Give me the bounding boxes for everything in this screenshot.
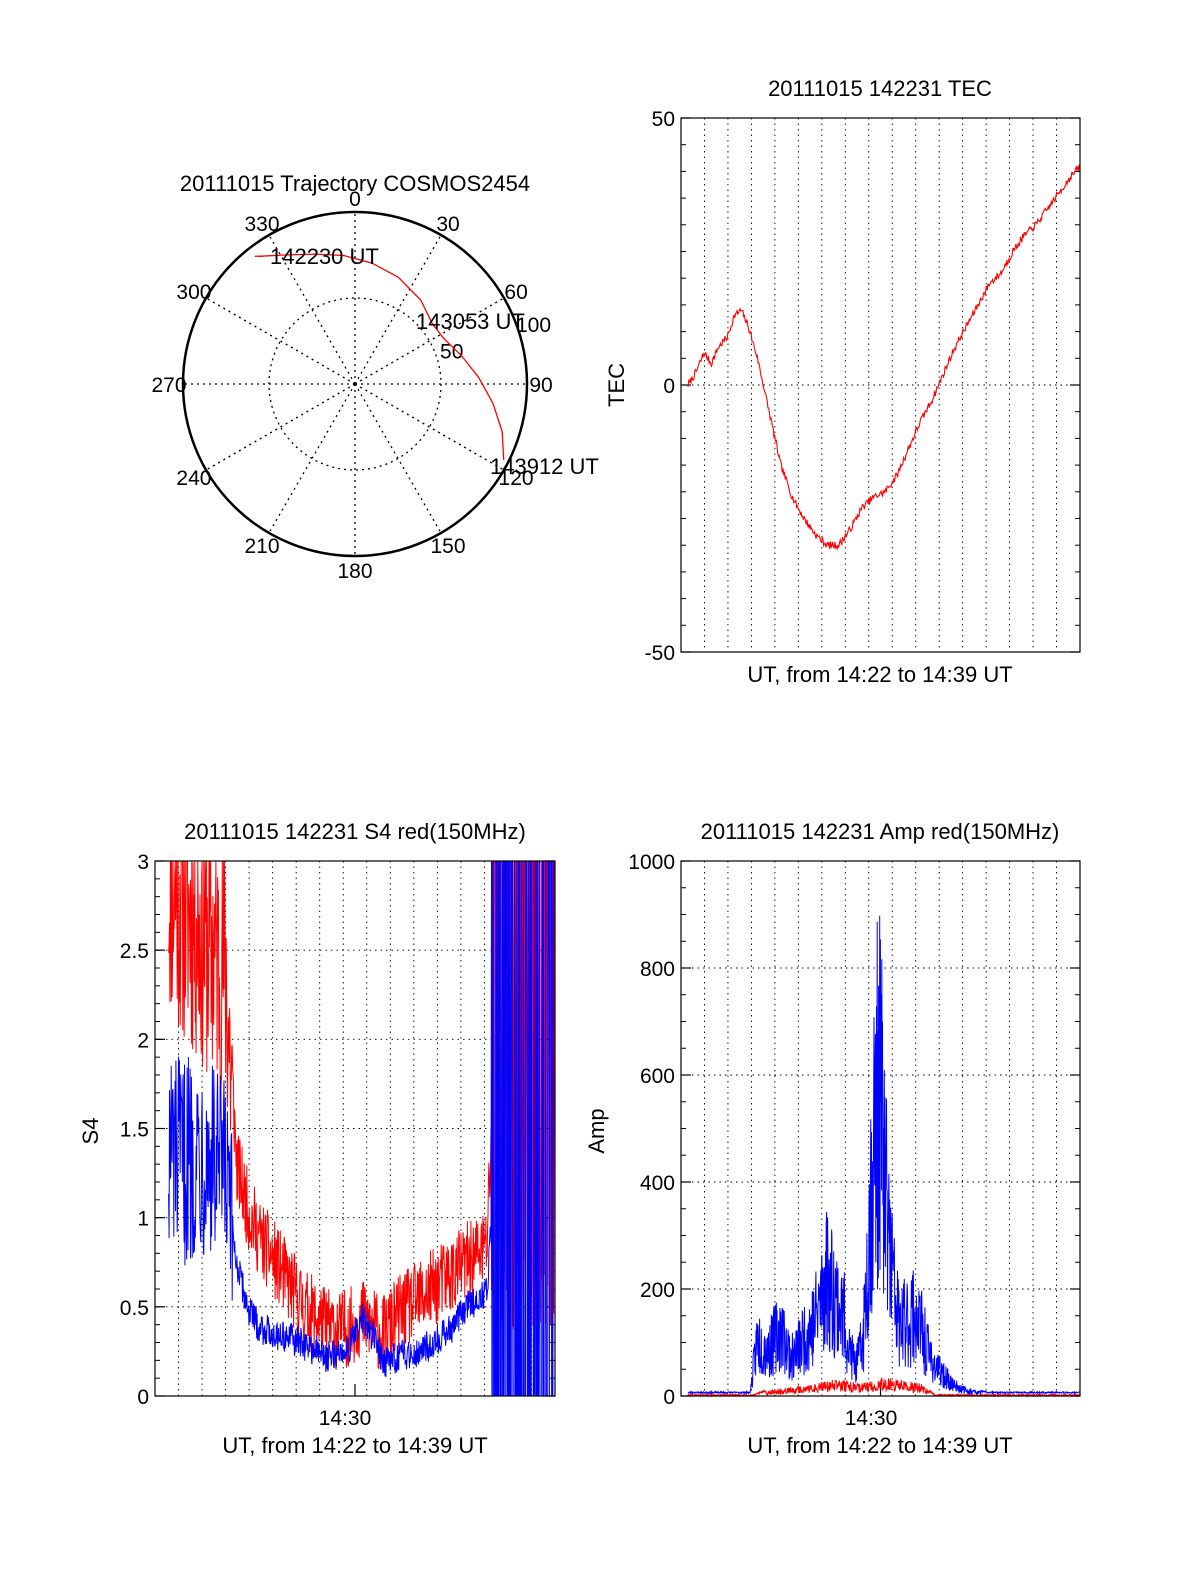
polar-outer-circle xyxy=(181,210,529,558)
polar-angle-label: 60 xyxy=(504,281,527,304)
amp-ylabel: Amp xyxy=(584,1108,609,1153)
polar-spoke xyxy=(205,383,356,471)
s4-series xyxy=(168,860,556,1397)
y-tick-label: 2 xyxy=(137,1029,149,1052)
tec-series xyxy=(687,164,1081,551)
polar-spoke xyxy=(268,383,356,534)
amp-plot-frame xyxy=(680,860,1081,1397)
s4-line-blue xyxy=(168,860,555,1397)
polar-angle-label: 210 xyxy=(244,535,279,558)
s4-chart: 20111015 142231 S4 red(150MHz) 0 0.5 1 1.5 2… xyxy=(78,819,556,1458)
polar-angle-label: 180 xyxy=(337,560,372,583)
polar-spoke xyxy=(354,383,442,534)
y-tick-label: 50 xyxy=(652,108,675,131)
s4-plot-frame xyxy=(154,860,556,1397)
trajectory-series xyxy=(254,253,505,460)
s4-line-red xyxy=(168,860,556,1370)
polar-spoke xyxy=(354,297,505,385)
s4-title: 20111015 142231 S4 red(150MHz) xyxy=(184,819,526,844)
y-tick-label: 800 xyxy=(640,958,675,981)
polar-angle-label: 270 xyxy=(151,374,186,397)
polar-angle-label: 90 xyxy=(529,374,552,397)
y-tick-label: 0 xyxy=(663,375,675,398)
y-tick-label: 400 xyxy=(640,1172,675,1195)
trajectory-polar-chart: 20111015 Trajectory COSMOS2454 0 30 60 90 12… xyxy=(151,171,598,583)
trajectory-annotation-mid: 143053 UT xyxy=(416,309,525,334)
polar-radial-label: 50 xyxy=(440,341,463,364)
y-tick-label: 1.5 xyxy=(120,1119,149,1142)
amp-y-ticks: 0 200 400 600 800 1000 xyxy=(628,851,1080,1409)
amp-grid xyxy=(681,861,1080,1396)
trajectory-annotation-start: 142230 UT xyxy=(270,244,379,269)
polar-grid xyxy=(181,210,529,558)
y-tick-label: 1 xyxy=(137,1208,149,1231)
polar-spoke xyxy=(354,234,442,385)
polar-angle-labels: 0 30 60 90 120 150 180 210 240 270 300 330 xyxy=(151,188,552,583)
y-tick-label: 2.5 xyxy=(120,940,149,963)
y-tick-label: 3 xyxy=(137,851,149,874)
polar-spoke xyxy=(354,383,505,471)
tec-chart: 20111015 142231 TEC -50 0 50 TEC UT, from … xyxy=(604,76,1081,687)
polar-angle-label: 300 xyxy=(176,281,211,304)
polar-angle-label: 120 xyxy=(499,467,534,490)
polar-angle-label: 150 xyxy=(430,535,465,558)
y-tick-label: -50 xyxy=(645,642,675,665)
polar-angle-label: 0 xyxy=(349,188,361,211)
polar-angle-label: 330 xyxy=(244,213,279,236)
amp-series xyxy=(687,915,1081,1398)
s4-ylabel: S4 xyxy=(78,1118,103,1145)
amp-title: 20111015 142231 Amp red(150MHz) xyxy=(701,819,1060,844)
polar-radial-labels: 50 100 xyxy=(440,314,551,364)
amp-line-blue xyxy=(687,915,1081,1396)
y-tick-label: 600 xyxy=(640,1065,675,1088)
amp-line-red xyxy=(687,1377,1081,1398)
trajectory-line xyxy=(258,253,505,460)
tec-ylabel: TEC xyxy=(604,363,629,407)
polar-angle-label: 240 xyxy=(176,467,211,490)
y-tick-label: 0.5 xyxy=(120,1297,149,1320)
s4-xlabel: UT, from 14:22 to 14:39 UT xyxy=(222,1433,487,1458)
tec-title: 20111015 142231 TEC xyxy=(768,76,992,101)
tec-line xyxy=(687,164,1081,551)
polar-radial-label: 100 xyxy=(516,314,551,337)
y-tick-label: 0 xyxy=(663,1386,675,1409)
polar-angle-label: 30 xyxy=(436,213,459,236)
amp-xtick-label: 14:30 xyxy=(845,1407,898,1430)
polar-spoke xyxy=(205,297,356,385)
tec-grid xyxy=(681,118,1080,652)
y-tick-label: 200 xyxy=(640,1279,675,1302)
y-tick-label: 0 xyxy=(137,1386,149,1409)
s4-xtick-label: 14:30 xyxy=(319,1407,372,1430)
tec-y-ticks: -50 0 50 xyxy=(645,108,1080,665)
trajectory-annotation-end: 143912 UT xyxy=(490,454,599,479)
amp-xlabel: UT, from 14:22 to 14:39 UT xyxy=(747,1433,1012,1458)
polar-spoke xyxy=(268,234,356,385)
trajectory-title: 20111015 Trajectory COSMOS2454 xyxy=(180,171,530,196)
tec-plot-frame xyxy=(680,117,1081,653)
tec-xlabel: UT, from 14:22 to 14:39 UT xyxy=(747,662,1012,687)
y-tick-label: 1000 xyxy=(628,851,675,874)
amp-chart: 20111015 142231 Amp red(150MHz) 0 200 400 6… xyxy=(584,819,1081,1458)
